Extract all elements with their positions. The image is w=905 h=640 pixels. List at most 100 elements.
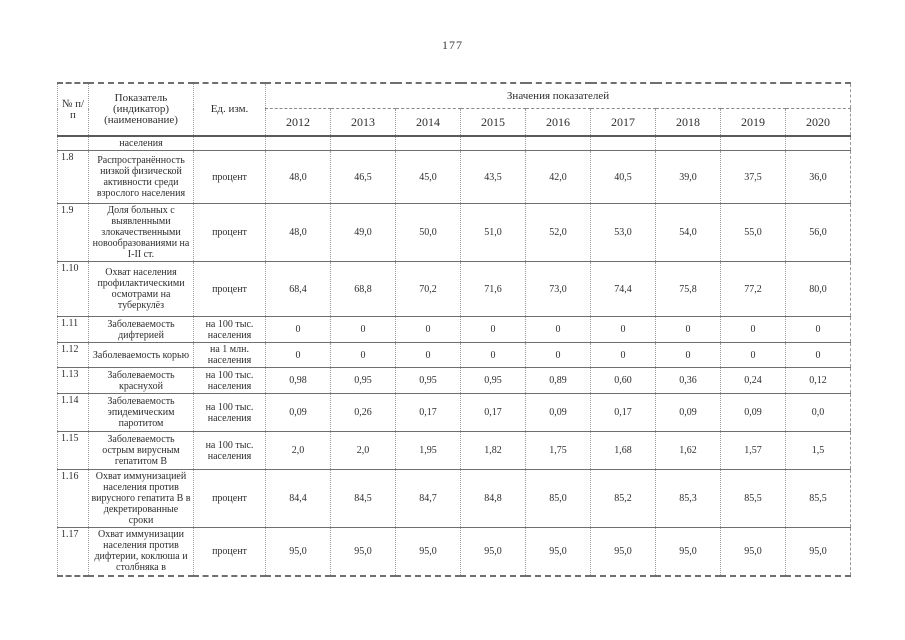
cell-unit: на 1 млн. населения	[193, 342, 266, 368]
cell-num: 1.11	[57, 316, 89, 343]
cell-value: 0	[460, 342, 526, 368]
cell-value: 68,8	[330, 261, 396, 317]
table-body: населения 1.8 Распространённость низкой фи…	[57, 136, 851, 576]
cell-value: 48,0	[265, 203, 331, 262]
cell-value: 84,8	[460, 469, 526, 528]
cell-value: 84,5	[330, 469, 396, 528]
cell-num: 1.12	[57, 342, 89, 368]
cell-value: 45,0	[395, 150, 461, 204]
page-number: 177	[442, 38, 463, 52]
cell-unit: процент	[193, 261, 266, 317]
cell-unit: на 100 тыс. населения	[193, 393, 266, 432]
header-year: 2020	[784, 108, 851, 136]
cell-indicator: Охват населения профилактическими осмотр…	[88, 261, 194, 317]
cell-value: 56,0	[784, 203, 851, 262]
table-row: 1.8 Распространённость низкой физической …	[57, 150, 851, 204]
cell-value: 95,0	[720, 527, 786, 576]
cell-value: 43,5	[460, 150, 526, 204]
cell-value: 0	[395, 342, 461, 368]
cell-value: 95,0	[265, 527, 331, 576]
cell-value: 37,5	[720, 150, 786, 204]
cell-value: 0	[784, 316, 851, 343]
cell-unit: процент	[193, 150, 266, 204]
cell-value: 1,82	[460, 431, 526, 470]
cell-value: 55,0	[720, 203, 786, 262]
cell-value: 1,95	[395, 431, 461, 470]
cell-value: 48,0	[265, 150, 331, 204]
cell-value: 0,36	[655, 367, 721, 394]
cell-value: 77,2	[720, 261, 786, 317]
cell-value: 52,0	[525, 203, 591, 262]
cell-indicator: населения	[88, 136, 194, 151]
cell-num: 1.13	[57, 367, 89, 394]
cell-value: 1,57	[720, 431, 786, 470]
cell-indicator: Заболеваемость дифтерией	[88, 316, 194, 343]
cell-value: 0,95	[395, 367, 461, 394]
cell-value: 0,09	[265, 393, 331, 432]
cell-value: 74,4	[590, 261, 656, 317]
table-row: 1.17 Охват иммунизации населения против д…	[57, 527, 851, 576]
cell-num	[57, 136, 89, 151]
indicators-table: № п/п Показатель (индикатор) (наименован…	[57, 82, 852, 577]
cell-value: 53,0	[590, 203, 656, 262]
header-row-top: № п/п Показатель (индикатор) (наименован…	[57, 83, 851, 136]
cell-indicator: Распространённость низкой физической акт…	[88, 150, 194, 204]
header-year: 2012	[265, 108, 331, 136]
table-row: 1.14 Заболеваемость эпидемическим паротит…	[57, 393, 851, 432]
cell-value: 1,62	[655, 431, 721, 470]
header-year: 2015	[460, 108, 526, 136]
cell-value: 85,5	[784, 469, 851, 528]
cell-value: 51,0	[460, 203, 526, 262]
cell-value: 49,0	[330, 203, 396, 262]
cell-value	[460, 136, 526, 151]
cell-value: 68,4	[265, 261, 331, 317]
cell-value: 95,0	[395, 527, 461, 576]
cell-value: 0,24	[720, 367, 786, 394]
cell-value: 40,5	[590, 150, 656, 204]
cell-value: 0,09	[525, 393, 591, 432]
table-row: 1.10 Охват населения профилактическими ос…	[57, 261, 851, 317]
header-values-title: Значения показателей	[264, 83, 851, 109]
cell-value: 1,5	[784, 431, 851, 470]
cell-value: 0,0	[784, 393, 851, 432]
table-row: 1.11 Заболеваемость дифтерией на 100 тыс. …	[57, 316, 851, 343]
cell-value: 1,68	[590, 431, 656, 470]
cell-unit: на 100 тыс. населения	[193, 316, 266, 343]
cell-value: 0	[265, 316, 331, 343]
cell-value	[655, 136, 721, 151]
cell-value: 85,5	[720, 469, 786, 528]
cell-num: 1.9	[57, 203, 89, 262]
cell-value: 0,89	[525, 367, 591, 394]
cell-value: 95,0	[525, 527, 591, 576]
cell-indicator: Доля больных с выявленными злокачественн…	[88, 203, 194, 262]
cell-value: 84,4	[265, 469, 331, 528]
cell-value: 36,0	[784, 150, 851, 204]
cell-value	[525, 136, 591, 151]
cell-value: 0	[655, 316, 721, 343]
header-row-years: 2012 2013 2014 2015 2016 2017 2018 2019 …	[58, 108, 851, 136]
cell-value: 46,5	[330, 150, 396, 204]
cell-value: 85,0	[525, 469, 591, 528]
cell-value: 1,75	[525, 431, 591, 470]
cell-value: 50,0	[395, 203, 461, 262]
cell-value: 0	[330, 342, 396, 368]
cell-value	[784, 136, 851, 151]
cell-value	[395, 136, 461, 151]
cell-value: 0,60	[590, 367, 656, 394]
cell-unit	[193, 136, 266, 151]
cell-num: 1.15	[57, 431, 89, 470]
cell-value	[265, 136, 331, 151]
cell-num: 1.17	[57, 527, 89, 576]
cell-value: 0	[590, 342, 656, 368]
cell-value: 95,0	[460, 527, 526, 576]
cell-value: 70,2	[395, 261, 461, 317]
header-indicator: Показатель (индикатор) (наименование)	[88, 83, 194, 136]
cell-unit: на 100 тыс. населения	[193, 431, 266, 470]
cell-value	[590, 136, 656, 151]
cell-unit: на 100 тыс. населения	[193, 367, 266, 394]
cell-value: 0	[525, 342, 591, 368]
table-header: № п/п Показатель (индикатор) (наименован…	[57, 83, 851, 136]
cell-value: 0,98	[265, 367, 331, 394]
cell-value: 95,0	[784, 527, 851, 576]
